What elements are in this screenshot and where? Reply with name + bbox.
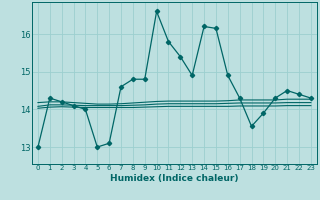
X-axis label: Humidex (Indice chaleur): Humidex (Indice chaleur) xyxy=(110,174,239,183)
